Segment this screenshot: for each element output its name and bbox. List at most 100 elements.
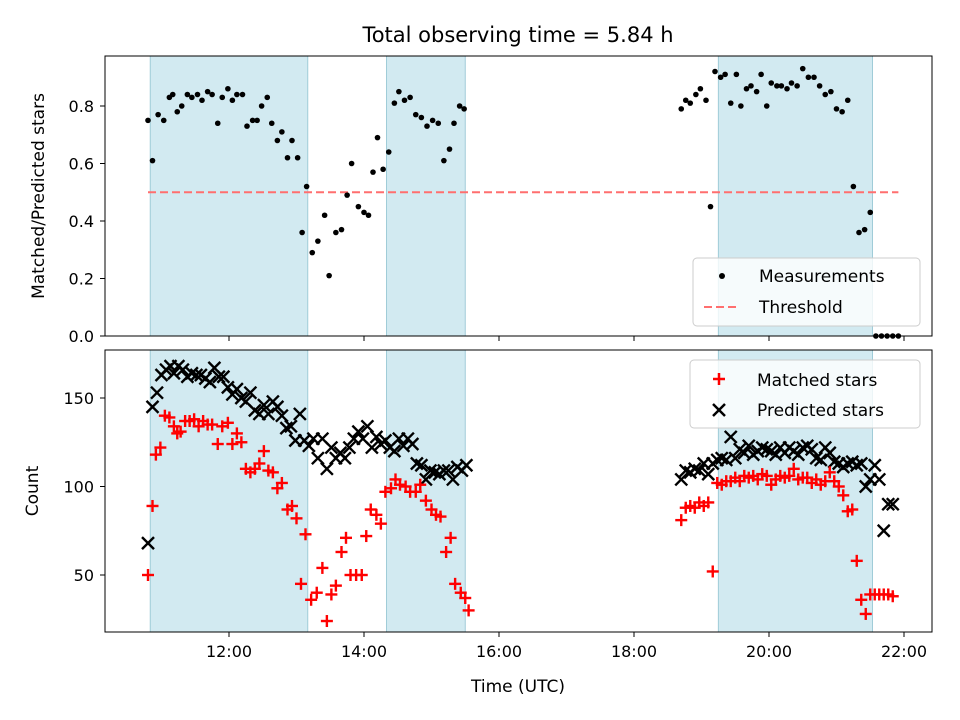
- measurement-point: [160, 117, 167, 124]
- measurement-point: [788, 80, 795, 86]
- matched-star-point: [174, 425, 187, 438]
- matched-star-point: [394, 478, 406, 491]
- matched-star-point: [850, 554, 863, 567]
- predicted-star-point: [410, 456, 424, 471]
- predicted-star-point: [257, 398, 271, 412]
- matched-star-point: [409, 485, 422, 498]
- measurement-point: [461, 106, 467, 112]
- predicted-star-point: [230, 382, 244, 396]
- measurement-point: [717, 74, 724, 81]
- matched-star-point: [295, 577, 307, 590]
- predicted-star-point: [270, 400, 285, 414]
- predicted-star-point: [854, 456, 869, 471]
- measurement-point: [361, 209, 367, 216]
- measurement-point: [727, 100, 734, 106]
- predicted-star-point: [284, 419, 298, 434]
- predicted-star-point: [441, 463, 456, 478]
- measurement-point: [225, 85, 231, 92]
- measurement-point: [758, 71, 764, 78]
- measurement-point: [289, 137, 295, 144]
- measurement-point: [784, 85, 790, 92]
- shaded-interval: [149, 55, 309, 337]
- measurement-point: [315, 238, 321, 244]
- matched-star-point: [230, 427, 243, 440]
- predicted-star-point: [755, 440, 770, 455]
- bottom-y-axis-label: Count: [23, 465, 43, 516]
- measurement-point: [850, 183, 857, 190]
- matched-star-point: [355, 569, 368, 581]
- matched-star-point: [459, 592, 472, 605]
- predicted-star-point: [741, 438, 756, 453]
- measurement-point: [856, 229, 862, 236]
- matched-star-point: [440, 545, 453, 558]
- matched-star-point: [787, 462, 800, 475]
- measurement-point: [294, 154, 301, 161]
- matched-star-point: [837, 489, 850, 502]
- matched-star-point: [886, 590, 899, 603]
- measurement-point: [794, 83, 800, 89]
- measurement-point: [274, 137, 281, 144]
- measurement-point: [199, 97, 205, 104]
- predicted-stars-legend-marker: [712, 403, 726, 417]
- measurement-point: [844, 97, 851, 104]
- measurement-point: [799, 65, 806, 72]
- measurement-point: [456, 103, 463, 109]
- predicted-star-point: [701, 467, 716, 481]
- predicted-star-point: [414, 458, 429, 473]
- measurement-point: [169, 91, 176, 98]
- predicted-star-point: [302, 438, 316, 453]
- top-y-ticks: 0.0 0.2 0.4 0.6 0.8: [69, 97, 105, 346]
- matched-star-point: [364, 503, 377, 516]
- measurement-point: [703, 97, 709, 104]
- predicted-star-point: [293, 407, 307, 421]
- measurement-point: [219, 94, 226, 101]
- threshold-legend-label: Threshold: [758, 298, 843, 318]
- predicted-star-point: [872, 472, 887, 487]
- matched-star-point: [374, 517, 387, 530]
- measurement-point: [682, 97, 689, 104]
- matched-star-point: [449, 577, 462, 590]
- x-tick-label: 12:00: [206, 642, 252, 661]
- matched-star-point: [360, 530, 373, 543]
- y-tick-label: 0.0: [69, 327, 94, 346]
- measurement-point: [451, 120, 457, 127]
- top-legend: Measurements Threshold: [692, 257, 921, 327]
- predicted-star-point: [813, 453, 828, 467]
- measurement-point: [424, 123, 430, 129]
- matched-star-point: [675, 514, 688, 527]
- measurement-point: [174, 108, 181, 115]
- predicted-star-point: [203, 375, 217, 389]
- matched-star-point: [146, 499, 159, 512]
- measurement-point: [722, 71, 728, 78]
- measurement-point: [234, 91, 240, 98]
- matched-star-point: [434, 510, 447, 523]
- measurement-point: [194, 91, 201, 98]
- measurement-point: [279, 129, 285, 135]
- measurement-point: [435, 120, 442, 127]
- bottom-legend-box: [689, 359, 921, 429]
- predicted-star-point: [728, 451, 743, 466]
- measurement-point: [707, 203, 714, 210]
- matched-star-point: [320, 615, 333, 628]
- measurement-point: [738, 103, 744, 109]
- matched-star-point: [325, 588, 338, 601]
- predicted-star-point: [145, 400, 160, 414]
- measurement-point: [712, 68, 718, 75]
- measurement-point: [380, 166, 386, 173]
- measurement-point: [446, 146, 453, 152]
- measurement-point: [209, 91, 215, 98]
- top-y-axis-label: Matched/Predicted stars: [29, 93, 49, 299]
- predicted-star-point: [423, 463, 438, 478]
- matched-star-point: [221, 416, 234, 429]
- predicted-star-point: [714, 451, 729, 466]
- measurement-point: [299, 229, 305, 236]
- measurement-point: [204, 88, 211, 95]
- x-tick-label: 14:00: [341, 642, 387, 661]
- matched-star-point: [760, 469, 773, 482]
- matched-star-point: [154, 441, 167, 454]
- matched-star-point: [266, 466, 279, 479]
- matched-star-point: [167, 420, 180, 433]
- top-measurement-points: [145, 65, 902, 339]
- predicted-stars-legend-label: Predicted stars: [757, 401, 884, 421]
- predicted-star-point: [849, 458, 864, 473]
